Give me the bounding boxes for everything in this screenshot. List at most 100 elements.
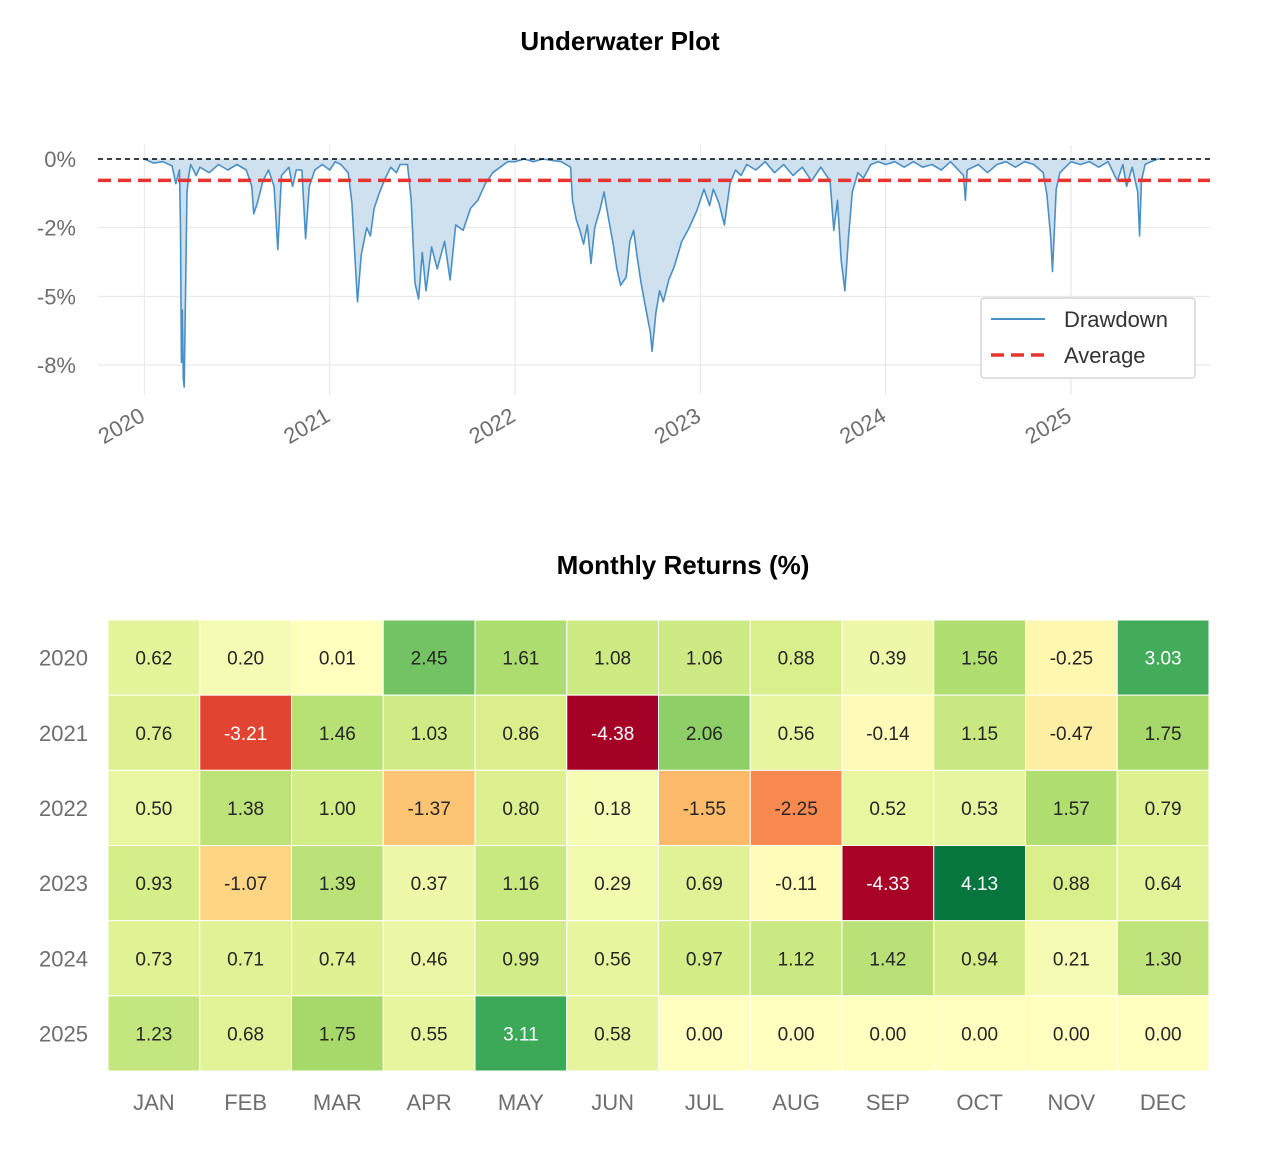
heatmap-cell bbox=[382, 920, 476, 997]
heatmap-cell bbox=[474, 619, 568, 696]
x-tick-label: 2020 bbox=[94, 403, 149, 449]
heatmap-cell-value: 1.08 bbox=[594, 649, 631, 670]
heatmap-cell-value: 0.00 bbox=[686, 1024, 723, 1045]
heatmap-cell-value: 1.12 bbox=[778, 949, 815, 970]
heatmap-cell-value: 0.00 bbox=[869, 1024, 906, 1045]
heatmap-cell bbox=[841, 769, 935, 846]
heatmap-cell-value: 0.64 bbox=[1145, 874, 1182, 895]
heatmap-cell-value: 1.42 bbox=[869, 949, 906, 970]
heatmap-cell-value: 0.69 bbox=[686, 874, 723, 895]
heatmap-cell bbox=[933, 619, 1026, 696]
heatmap-cell bbox=[474, 694, 568, 771]
heatmap-cell bbox=[474, 845, 568, 922]
heatmap-cell-value: 0.52 bbox=[869, 799, 906, 820]
heatmap-cell-value: 4.13 bbox=[961, 874, 998, 895]
heatmap-row-label: 2024 bbox=[39, 946, 88, 971]
heatmap-cell-value: -0.14 bbox=[866, 724, 910, 745]
heatmap-cell bbox=[658, 845, 751, 922]
heatmap-cell-value: -2.25 bbox=[774, 799, 817, 820]
x-tick-label: 2022 bbox=[465, 403, 520, 449]
heatmap-cell-value: 0.01 bbox=[319, 649, 356, 670]
heatmap-cell bbox=[749, 619, 843, 696]
heatmap-cell-value: 1.56 bbox=[961, 649, 998, 670]
heatmap-column-label: DEC bbox=[1140, 1090, 1187, 1115]
legend-drawdown-label: Drawdown bbox=[1064, 307, 1168, 332]
drawdown-area bbox=[144, 159, 1164, 387]
heatmap-column-label: FEB bbox=[224, 1090, 267, 1115]
heatmap-cell bbox=[1025, 619, 1118, 696]
heatmap-cell bbox=[1116, 694, 1210, 771]
heatmap-row-label: 2021 bbox=[39, 721, 88, 746]
heatmap-cell-value: -1.37 bbox=[407, 799, 450, 820]
heatmap-cell bbox=[107, 920, 201, 997]
heatmap-cell-value: 0.88 bbox=[1053, 874, 1090, 895]
heatmap-cell-value: -4.33 bbox=[866, 874, 909, 895]
heatmap-cell-value: 0.93 bbox=[135, 874, 172, 895]
heatmap-cell bbox=[1116, 769, 1210, 846]
heatmap-column-label: JUL bbox=[685, 1090, 724, 1115]
heatmap-cell bbox=[566, 995, 659, 1072]
heatmap-cell-value: -0.11 bbox=[775, 874, 817, 895]
heatmap-cell-value: 1.75 bbox=[1145, 724, 1182, 745]
heatmap-cell-value: 1.38 bbox=[227, 799, 264, 820]
heatmap-cell-value: 0.97 bbox=[686, 949, 723, 970]
heatmap-cell-value: 0.99 bbox=[502, 949, 539, 970]
y-tick-label: 0% bbox=[44, 147, 76, 172]
heatmap-cell bbox=[1025, 995, 1118, 1072]
heatmap-cell-value: 0.88 bbox=[778, 649, 815, 670]
heatmap-row-label: 2025 bbox=[39, 1021, 88, 1046]
heatmap-cell bbox=[107, 619, 201, 696]
y-tick-label: -8% bbox=[37, 353, 76, 378]
heatmap-cell-value: 0.56 bbox=[778, 724, 815, 745]
heatmap-cell-value: 0.80 bbox=[502, 799, 539, 820]
x-tick-label: 2023 bbox=[650, 403, 705, 449]
heatmap-cell bbox=[566, 769, 659, 846]
heatmap-cell-value: 0.37 bbox=[411, 874, 448, 895]
heatmap-cell-value: 0.00 bbox=[961, 1024, 998, 1045]
heatmap-cell-value: 0.76 bbox=[135, 724, 172, 745]
heatmap-cell-value: 0.68 bbox=[227, 1024, 264, 1045]
heatmap-cell-value: 0.21 bbox=[1053, 949, 1090, 970]
heatmap-cell-value: 0.00 bbox=[1145, 1024, 1182, 1045]
heatmap-cell bbox=[291, 845, 384, 922]
heatmap-cell bbox=[658, 995, 751, 1072]
heatmap-cell bbox=[199, 995, 292, 1072]
heatmap-cell bbox=[933, 845, 1026, 922]
heatmap-cell bbox=[382, 845, 476, 922]
heatmap-cell bbox=[382, 694, 476, 771]
underwater-chart-title: Underwater Plot bbox=[520, 26, 720, 56]
heatmap-cell bbox=[107, 845, 201, 922]
heatmap-cell-value: 2.45 bbox=[411, 649, 448, 670]
heatmap-cell bbox=[291, 619, 384, 696]
heatmap-cell bbox=[1025, 769, 1118, 846]
heatmap-cell bbox=[474, 995, 568, 1072]
heatmap-cell-value: 1.57 bbox=[1053, 799, 1090, 820]
heatmap-cell bbox=[1116, 920, 1210, 997]
heatmap-cell-value: -1.55 bbox=[683, 799, 726, 820]
heatmap-cell-value: 1.75 bbox=[319, 1024, 356, 1045]
y-tick-label: -2% bbox=[37, 216, 76, 241]
heatmap-cell-value: 1.00 bbox=[319, 799, 356, 820]
heatmap-cell-value: 0.58 bbox=[594, 1024, 631, 1045]
heatmap-column-label: OCT bbox=[956, 1090, 1002, 1115]
heatmap-chart-title: Monthly Returns (%) bbox=[556, 550, 810, 580]
heatmap-cell-value: 1.30 bbox=[1145, 949, 1182, 970]
heatmap-cell-value: 0.74 bbox=[319, 949, 356, 970]
heatmap-cell bbox=[933, 769, 1026, 846]
heatmap-cell bbox=[658, 619, 751, 696]
heatmap-cell bbox=[474, 920, 568, 997]
heatmap-cell bbox=[199, 619, 292, 696]
heatmap-cell-value: 1.46 bbox=[319, 724, 356, 745]
heatmap-cell-value: 0.00 bbox=[778, 1024, 815, 1045]
heatmap-cell-value: 0.18 bbox=[594, 799, 631, 820]
heatmap-cell-value: 0.94 bbox=[961, 949, 998, 970]
heatmap-cell-value: -0.47 bbox=[1050, 724, 1093, 745]
heatmap-cell bbox=[1025, 920, 1118, 997]
heatmap-row-label: 2022 bbox=[39, 796, 88, 821]
heatmap-column-label: AUG bbox=[772, 1090, 820, 1115]
heatmap-cell bbox=[291, 769, 384, 846]
y-tick-label: -5% bbox=[37, 284, 76, 309]
heatmap-cell-value: 1.15 bbox=[961, 724, 998, 745]
heatmap-row-label: 2020 bbox=[39, 646, 88, 671]
